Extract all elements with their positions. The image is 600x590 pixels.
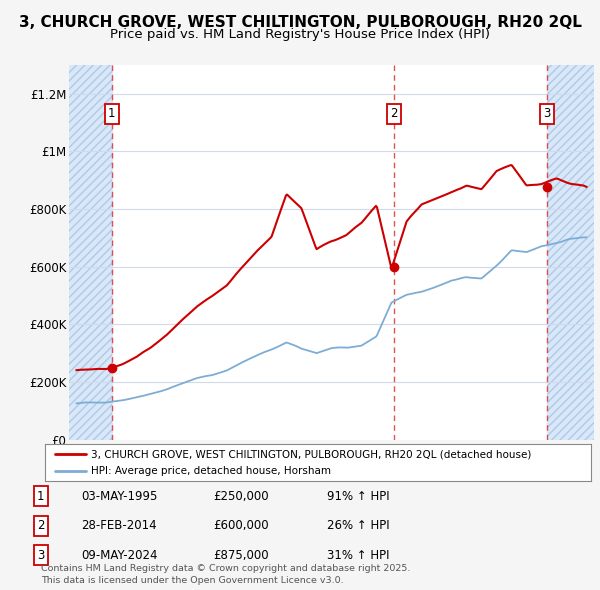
Text: 3, CHURCH GROVE, WEST CHILTINGTON, PULBOROUGH, RH20 2QL (detached house): 3, CHURCH GROVE, WEST CHILTINGTON, PULBO… <box>91 449 532 459</box>
Text: 3, CHURCH GROVE, WEST CHILTINGTON, PULBOROUGH, RH20 2QL: 3, CHURCH GROVE, WEST CHILTINGTON, PULBO… <box>19 15 581 30</box>
Text: 26% ↑ HPI: 26% ↑ HPI <box>327 519 389 532</box>
Bar <box>547 65 594 440</box>
Bar <box>69 65 112 440</box>
Text: 09-MAY-2024: 09-MAY-2024 <box>81 549 157 562</box>
Text: £600,000: £600,000 <box>213 519 269 532</box>
Text: Contains HM Land Registry data © Crown copyright and database right 2025.
This d: Contains HM Land Registry data © Crown c… <box>41 565 410 585</box>
Bar <box>547 65 594 440</box>
Text: 3: 3 <box>37 549 44 562</box>
Text: 28-FEB-2014: 28-FEB-2014 <box>81 519 157 532</box>
Text: 1: 1 <box>37 490 44 503</box>
Bar <box>69 65 112 440</box>
Text: Price paid vs. HM Land Registry's House Price Index (HPI): Price paid vs. HM Land Registry's House … <box>110 28 490 41</box>
Text: 03-MAY-1995: 03-MAY-1995 <box>81 490 157 503</box>
Text: 2: 2 <box>390 107 398 120</box>
Text: 31% ↑ HPI: 31% ↑ HPI <box>327 549 389 562</box>
Text: 3: 3 <box>543 107 551 120</box>
Text: 91% ↑ HPI: 91% ↑ HPI <box>327 490 389 503</box>
Text: £250,000: £250,000 <box>213 490 269 503</box>
Text: 2: 2 <box>37 519 44 532</box>
Text: HPI: Average price, detached house, Horsham: HPI: Average price, detached house, Hors… <box>91 466 331 476</box>
Text: 1: 1 <box>108 107 116 120</box>
Text: £875,000: £875,000 <box>213 549 269 562</box>
